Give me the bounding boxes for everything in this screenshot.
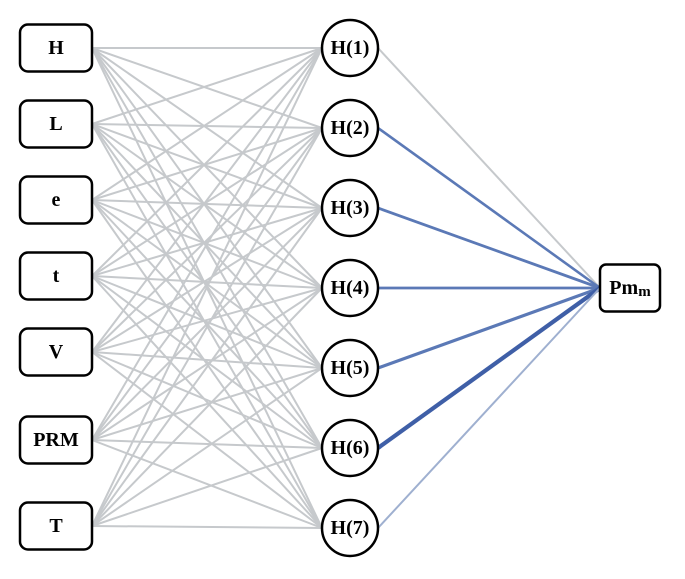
hidden-node-6: H(6) [322, 420, 378, 476]
input-node-v: V [20, 329, 92, 376]
edge-hidden-output [378, 288, 600, 448]
hidden-node-2: H(2) [322, 100, 378, 156]
hidden-node-5: H(5) [322, 340, 378, 396]
input-node-t: T [20, 503, 92, 550]
edges-hidden-to-output [378, 48, 600, 528]
input-node-label: T [49, 515, 63, 537]
edge-input-hidden [92, 526, 322, 528]
hidden-node-7: H(7) [322, 500, 378, 556]
hidden-node-3: H(3) [322, 180, 378, 236]
hidden-node-label: H(3) [331, 197, 370, 219]
hidden-layer: H(1) H(2) H(3) H(4) H(5) H(6) H(7) [322, 20, 378, 556]
edge-hidden-output [378, 128, 600, 288]
edge-hidden-output [378, 288, 600, 528]
edge-input-hidden [92, 48, 322, 288]
edge-hidden-output [378, 48, 600, 288]
edge-hidden-output [378, 208, 600, 288]
hidden-node-1: H(1) [322, 20, 378, 76]
input-node-label: L [49, 113, 62, 135]
input-node-label: H [48, 37, 64, 59]
hidden-node-4: H(4) [322, 260, 378, 316]
neural-network-diagram: H Le t V PRM T H(1) H(2) H(3) H(4) H(5) H(6) H(7) P… [0, 0, 685, 579]
input-node-e: e [20, 177, 92, 224]
edges-input-to-hidden [92, 48, 322, 528]
hidden-node-label: H(1) [331, 37, 370, 59]
hidden-node-label: H(5) [331, 357, 370, 379]
edge-input-hidden [92, 288, 322, 440]
hidden-node-label: H(7) [331, 517, 370, 539]
hidden-node-label: H(6) [331, 437, 370, 459]
input-node-label: V [49, 341, 64, 363]
output-layer: Pmm [600, 265, 660, 312]
input-node-l: L [20, 101, 92, 148]
hidden-node-label: H(2) [331, 117, 370, 139]
edge-hidden-output [378, 288, 600, 368]
input-node-h: H [20, 25, 92, 72]
input-node-t: t [20, 253, 92, 300]
hidden-node-label: H(4) [331, 277, 370, 299]
edge-input-hidden [92, 48, 322, 352]
output-node: Pmm [600, 265, 660, 312]
edge-input-hidden [92, 124, 322, 208]
input-node-label: t [53, 265, 60, 287]
edge-input-hidden [92, 276, 322, 448]
input-node-label: PRM [33, 429, 79, 451]
input-node-label: e [52, 189, 61, 211]
edge-input-hidden [92, 128, 322, 440]
input-layer: H Le t V PRM T [20, 25, 92, 550]
input-node-prm: PRM [20, 417, 92, 464]
